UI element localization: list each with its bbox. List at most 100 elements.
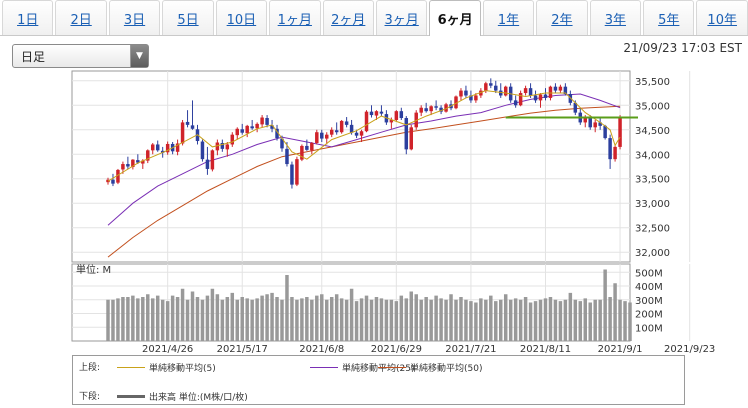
candle-body bbox=[538, 94, 543, 101]
legend-volume-label: 出来高 単位:(M株/口/枚) bbox=[149, 392, 248, 403]
volume-bar bbox=[200, 299, 205, 341]
candle-body bbox=[349, 124, 354, 133]
volume-bar bbox=[454, 299, 458, 341]
volume-bar bbox=[603, 269, 607, 341]
volume-bar bbox=[414, 294, 418, 341]
candle-body bbox=[429, 106, 433, 112]
volume-bar bbox=[275, 297, 279, 341]
volume-bar bbox=[563, 299, 568, 341]
volume-bar bbox=[220, 299, 225, 341]
volume-bar bbox=[235, 299, 239, 341]
volume-bar bbox=[384, 299, 389, 341]
timestamp: 21/09/23 17:03 EST bbox=[623, 41, 742, 55]
x-tick-label: 2021/9/1 bbox=[598, 344, 643, 355]
candle-body bbox=[339, 120, 344, 133]
candle-body bbox=[469, 95, 473, 101]
volume-bar bbox=[334, 294, 339, 341]
volume-bar bbox=[116, 298, 120, 341]
volume-bar bbox=[255, 298, 259, 341]
volume-bar bbox=[210, 288, 215, 341]
volume-bar bbox=[394, 301, 399, 341]
candle-body bbox=[563, 86, 568, 95]
tab-period-11[interactable]: 3年 bbox=[589, 0, 642, 35]
volume-bar bbox=[623, 301, 627, 341]
tab-period-4[interactable]: 10日 bbox=[215, 0, 268, 35]
candle-body bbox=[270, 125, 274, 129]
candle-body bbox=[494, 85, 498, 91]
price-y-tick-label: 35,000 bbox=[635, 101, 670, 112]
ma5-line bbox=[107, 90, 621, 182]
candle-body bbox=[190, 125, 195, 129]
candle-body bbox=[454, 96, 458, 109]
candle-body bbox=[165, 143, 170, 153]
volume-bar bbox=[185, 299, 190, 341]
volume-bar bbox=[265, 294, 269, 341]
volume-bar bbox=[170, 295, 175, 341]
legend-ma5-swatch bbox=[117, 366, 145, 368]
candle-body bbox=[180, 122, 185, 144]
candle-body bbox=[533, 95, 538, 101]
tab-period-7[interactable]: 3ヶ月 bbox=[375, 0, 428, 35]
volume-bar bbox=[409, 291, 413, 341]
volume-bar bbox=[190, 291, 195, 341]
volume-bar bbox=[389, 299, 394, 341]
volume-bar bbox=[518, 299, 523, 341]
legend-ma25-label: 単純移動平均(25) bbox=[342, 363, 415, 374]
x-tick-label: 2021/7/21 bbox=[445, 344, 496, 355]
ma25-line bbox=[107, 93, 621, 226]
x-tick-label: 2021/5/17 bbox=[217, 344, 268, 355]
volume-bar bbox=[379, 298, 384, 341]
volume-bar bbox=[205, 295, 210, 341]
period-select-value: 日足 bbox=[21, 49, 46, 64]
volume-bar bbox=[364, 295, 369, 341]
volume-bar bbox=[245, 298, 249, 341]
candle-body bbox=[290, 164, 294, 185]
volume-bar bbox=[434, 295, 438, 341]
volume-bar bbox=[568, 292, 573, 341]
candle-body bbox=[588, 117, 592, 128]
volume-bar bbox=[513, 298, 518, 341]
candle-body bbox=[175, 143, 180, 152]
candle-body bbox=[310, 142, 314, 151]
tab-period-5[interactable]: 1ヶ月 bbox=[269, 0, 321, 35]
tab-period-0[interactable]: 1日 bbox=[2, 0, 54, 35]
volume-y-tick-label: 500M bbox=[635, 268, 663, 279]
tab-period-10[interactable]: 2年 bbox=[536, 0, 588, 35]
tab-period-1[interactable]: 2日 bbox=[55, 0, 107, 35]
x-tick-label: 2021/6/29 bbox=[371, 344, 422, 355]
price-y-tick-label: 32,500 bbox=[635, 224, 670, 235]
tab-period-2[interactable]: 3日 bbox=[108, 0, 161, 35]
volume-bar bbox=[449, 294, 453, 341]
volume-bar bbox=[583, 298, 587, 341]
x-tick-label: 2021/9/23 bbox=[664, 344, 715, 355]
volume-bar bbox=[613, 283, 617, 341]
x-tick-label: 2021/6/8 bbox=[299, 344, 344, 355]
volume-bar bbox=[369, 299, 374, 341]
volume-bar bbox=[354, 301, 359, 341]
volume-bar bbox=[374, 297, 379, 341]
volume-bar bbox=[474, 302, 478, 341]
tab-period-9[interactable]: 1年 bbox=[482, 0, 535, 35]
volume-bar bbox=[573, 299, 578, 341]
legend-ma50-label: 単純移動平均(50) bbox=[410, 363, 483, 374]
candle-body bbox=[474, 95, 478, 101]
volume-bar bbox=[300, 298, 304, 341]
tab-period-8[interactable]: 6ヶ月 bbox=[429, 0, 481, 36]
candle-body bbox=[295, 159, 299, 185]
volume-bar bbox=[459, 297, 463, 341]
chevron-down-icon[interactable]: ▼ bbox=[130, 45, 148, 67]
candle-body bbox=[399, 111, 404, 119]
volume-bar bbox=[320, 294, 324, 341]
period-select[interactable]: 日足 ▼ bbox=[12, 44, 149, 68]
tab-period-12[interactable]: 5年 bbox=[643, 0, 695, 35]
candle-body bbox=[205, 159, 210, 169]
volume-bar bbox=[339, 298, 344, 341]
candle-body bbox=[419, 107, 423, 113]
candle-body bbox=[116, 169, 120, 183]
candle-body bbox=[250, 126, 254, 129]
candle-body bbox=[464, 90, 468, 96]
tab-period-13[interactable]: 10年 bbox=[696, 0, 748, 35]
tab-period-6[interactable]: 2ヶ月 bbox=[322, 0, 374, 35]
legend-upper-label: 上段: bbox=[79, 363, 101, 373]
tab-period-3[interactable]: 5日 bbox=[162, 0, 214, 35]
